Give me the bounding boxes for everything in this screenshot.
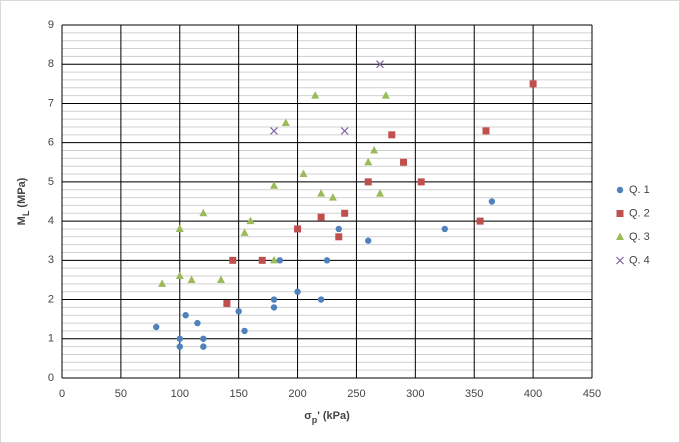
legend-marker: [616, 210, 624, 217]
point: [194, 319, 201, 327]
y-tick-label: 8: [48, 58, 54, 70]
point: [341, 209, 349, 217]
point: [381, 91, 390, 99]
point: [529, 80, 537, 88]
point: [317, 296, 325, 303]
point: [270, 181, 278, 189]
legend-marker: [616, 186, 624, 194]
y-axis-title-part: (MPa): [16, 177, 28, 210]
y-tick-label: 0: [48, 372, 54, 384]
point: [281, 118, 290, 127]
point: [476, 217, 484, 225]
x-tick-label: 450: [583, 388, 601, 400]
point: [241, 327, 248, 335]
legend-marker: [616, 232, 624, 240]
point: [175, 271, 184, 280]
x-tick-label: 250: [347, 388, 365, 400]
point: [311, 91, 320, 99]
point: [235, 308, 242, 315]
x-tick-label: 200: [288, 388, 306, 400]
x-tick-label: 100: [171, 388, 189, 400]
point: [364, 157, 373, 166]
y-tick-label: 1: [48, 333, 54, 345]
point: [365, 237, 372, 244]
point: [364, 178, 372, 186]
point: [176, 335, 183, 342]
point: [176, 343, 183, 350]
y-tick-label: 9: [48, 19, 54, 31]
point: [270, 296, 278, 303]
point: [270, 255, 278, 264]
point: [270, 126, 278, 135]
x-tick-label: 400: [524, 388, 542, 400]
point: [376, 60, 384, 69]
x-tick-label: 350: [465, 388, 483, 400]
y-tick-label: 3: [48, 254, 54, 266]
point: [488, 198, 496, 205]
y-axis-title: ML (MPa): [16, 177, 31, 225]
point: [200, 343, 207, 350]
point: [240, 228, 249, 236]
point: [335, 225, 342, 233]
legend-label: Q. 2: [629, 207, 650, 219]
y-axis-title-part: M: [16, 216, 28, 225]
x-axis-title-part: ' (kPa): [317, 410, 350, 422]
x-tick-label: 150: [229, 388, 247, 400]
point: [294, 225, 302, 233]
legend-label: Q. 3: [629, 231, 650, 243]
x-tick-label: 300: [406, 388, 424, 400]
point: [153, 323, 160, 331]
point: [328, 193, 337, 201]
point: [276, 257, 284, 264]
point: [323, 257, 331, 264]
point: [246, 216, 255, 225]
point: [158, 279, 167, 287]
point: [299, 169, 308, 178]
x-axis-title-part: σ: [304, 410, 312, 422]
point: [175, 224, 184, 232]
point: [482, 127, 490, 135]
point: [270, 304, 278, 311]
point: [370, 146, 379, 154]
point: [258, 256, 266, 264]
legend-marker: [616, 256, 624, 265]
point: [317, 213, 325, 221]
point: [417, 178, 425, 186]
y-tick-label: 2: [48, 293, 54, 305]
y-tick-label: 6: [48, 137, 54, 149]
point: [376, 189, 384, 197]
point: [223, 299, 231, 307]
y-tick-label: 7: [48, 97, 54, 109]
legend-label: Q. 1: [629, 184, 650, 196]
point: [317, 189, 326, 197]
y-axis-title-part: L: [21, 210, 31, 216]
point: [294, 288, 301, 295]
point: [187, 275, 196, 283]
point: [217, 275, 225, 283]
point: [441, 225, 448, 233]
y-tick-label: 5: [48, 176, 54, 188]
legend-label: Q. 4: [629, 254, 650, 266]
point: [182, 312, 189, 319]
point: [400, 158, 408, 166]
point: [199, 208, 208, 217]
x-tick-label: 0: [59, 388, 65, 400]
x-axis-title: σp' (kPa): [304, 410, 350, 425]
point: [388, 131, 396, 139]
point: [340, 126, 349, 135]
point: [229, 256, 237, 264]
x-axis-title-part: p: [312, 415, 318, 425]
point: [335, 233, 343, 241]
point: [200, 335, 207, 342]
y-tick-label: 4: [48, 215, 54, 227]
x-tick-label: 50: [115, 388, 127, 400]
